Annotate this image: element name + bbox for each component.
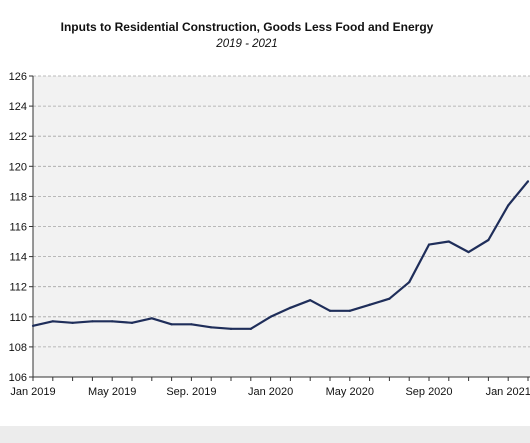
y-tick-label: 118: [9, 191, 27, 203]
data-point: [249, 327, 252, 330]
tick-labels: 106 108 110 112 114 116 118 120 122 124 126 Jan 201…: [9, 71, 530, 398]
x-tick-label: Jan 2021: [486, 386, 530, 398]
series-line: [32, 180, 529, 330]
line-chart: 106 108 110 112 114 116 118 120 122 124 126 Jan 201…: [9, 71, 530, 398]
data-point: [408, 281, 411, 284]
chart-subtitle: 2019 - 2021: [216, 38, 278, 50]
y-tick-label: 124: [9, 101, 27, 113]
x-tick-label: Jan 2020: [248, 386, 293, 398]
data-point: [526, 180, 530, 183]
data-point: [91, 320, 94, 323]
data-point: [289, 306, 292, 309]
gridlines: [33, 75, 530, 348]
data-point: [111, 320, 114, 323]
x-tick-label: May 2019: [88, 386, 136, 398]
y-tick-label: 126: [9, 71, 27, 83]
data-point: [210, 326, 213, 329]
data-point: [170, 323, 173, 326]
y-tick-label: 110: [9, 312, 27, 324]
data-point: [368, 303, 371, 306]
data-point: [190, 323, 193, 326]
series-layer: [31, 180, 530, 330]
data-point: [348, 309, 351, 312]
x-tick-label: Sep 2020: [405, 386, 452, 398]
x-tick-label: Jan 2019: [10, 386, 55, 398]
y-tick-label: 114: [9, 252, 27, 264]
data-point: [71, 321, 74, 324]
chart-title: Inputs to Residential Construction, Good…: [60, 20, 434, 34]
y-tick-label: 112: [9, 282, 27, 294]
data-point: [427, 243, 431, 246]
data-point: [447, 240, 450, 243]
data-point: [31, 324, 35, 327]
data-point: [388, 297, 391, 300]
y-tick-label: 120: [9, 161, 27, 173]
y-tick-label: 122: [9, 131, 27, 143]
data-point: [467, 250, 470, 254]
data-point: [309, 299, 312, 302]
data-point: [487, 238, 490, 242]
bottom-strip: [0, 426, 530, 443]
x-tick-label: Sep. 2019: [166, 386, 216, 398]
y-tick-label: 106: [9, 372, 27, 384]
data-point: [269, 315, 272, 318]
x-tick-label: May 2020: [326, 386, 374, 398]
data-point: [229, 327, 233, 330]
data-point: [130, 321, 134, 324]
data-point: [150, 317, 153, 320]
y-tick-label: 116: [9, 222, 27, 234]
y-tick-label: 108: [9, 342, 27, 354]
data-point: [507, 204, 510, 207]
data-point: [51, 320, 54, 323]
data-point: [328, 309, 332, 312]
